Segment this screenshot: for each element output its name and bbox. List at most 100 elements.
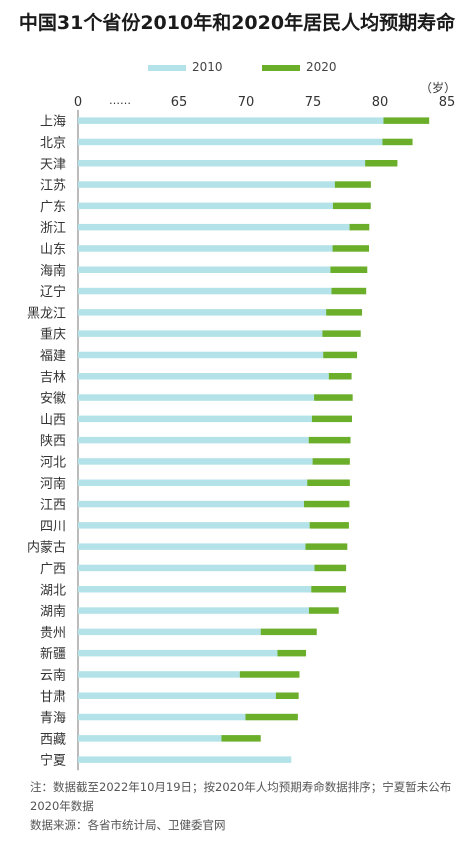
bar-2020 — [322, 330, 361, 337]
bar-2020 — [275, 692, 299, 699]
bar-2020 — [330, 266, 368, 273]
bar-2010 — [78, 586, 312, 593]
bar-2020 — [323, 351, 358, 359]
bar-2020 — [328, 373, 352, 380]
bar-2010 — [78, 373, 329, 380]
bar-2010 — [78, 351, 324, 359]
bar-2020 — [365, 160, 398, 167]
bar-2020 — [308, 607, 339, 614]
legend-label-2020: 2020 — [306, 60, 337, 74]
bar-2020 — [239, 671, 300, 678]
axis-break-label: …… — [109, 94, 131, 107]
category-label: 新疆 — [40, 646, 66, 662]
note-text: 注：数据截至2022年10月19日；按2020年人均预期寿命数据排序；宁夏暂未公… — [30, 780, 452, 813]
legend-item-2020: 2020 — [262, 60, 337, 74]
category-label: 吉林 — [40, 370, 66, 385]
bar-2010 — [78, 756, 292, 763]
category-label: 湖北 — [40, 583, 66, 598]
bar-2020 — [304, 500, 350, 508]
bar-2020 — [326, 309, 363, 316]
bar-2010 — [78, 309, 327, 316]
x-tick-label: 0 — [74, 95, 82, 110]
bar-2020 — [221, 735, 261, 742]
bar-2020 — [277, 649, 307, 657]
category-label: 内蒙古 — [27, 540, 66, 556]
bar-2010 — [78, 692, 276, 699]
bar-2020 — [307, 479, 350, 486]
category-label: 江苏 — [40, 178, 66, 194]
bar-2010 — [78, 138, 383, 146]
category-label: 陕西 — [40, 434, 66, 449]
bar-2010 — [78, 649, 278, 657]
category-label: 甘肃 — [40, 690, 66, 705]
bar-2020 — [260, 628, 317, 636]
unit-label: （岁） — [420, 80, 456, 95]
bar-2010 — [78, 245, 333, 252]
category-label: 安徽 — [40, 392, 66, 407]
bar-2010 — [78, 117, 384, 124]
bar-2010 — [78, 628, 261, 636]
bar-2010 — [78, 671, 240, 678]
bar-2010 — [78, 522, 310, 529]
category-label: 西藏 — [40, 732, 66, 747]
category-label: 海南 — [40, 263, 66, 279]
bar-2020 — [314, 394, 353, 401]
bar-2010 — [78, 564, 315, 572]
bar-2020 — [308, 436, 351, 444]
bar-2010 — [78, 415, 312, 423]
bar-2010 — [78, 735, 222, 742]
bar-2010 — [78, 266, 331, 273]
bar-2020 — [332, 245, 370, 252]
bar-chart: 0 65 70 75 80 85 …… （岁） 上海北京天津江苏广东浙江山东海南辽宁黑龙江重庆福… — [27, 80, 456, 771]
legend: 2010 2020 — [0, 60, 474, 80]
bar-2020 — [331, 287, 367, 295]
bar-2020 — [245, 713, 298, 721]
bar-2010 — [78, 160, 366, 167]
bar-2020 — [383, 117, 430, 124]
category-label: 山东 — [40, 242, 66, 257]
bar-2020 — [382, 138, 413, 146]
legend-swatch-2020 — [262, 64, 300, 71]
bar-2010 — [78, 479, 308, 486]
category-label: 重庆 — [40, 327, 66, 343]
category-label: 青海 — [40, 711, 66, 726]
category-label: 山西 — [40, 413, 66, 428]
bar-2010 — [78, 458, 313, 465]
bar-2020 — [305, 543, 348, 550]
category-label: 贵州 — [40, 626, 66, 641]
legend-label-2010: 2010 — [192, 60, 223, 74]
category-label: 宁夏 — [40, 753, 66, 769]
category-label: 四川 — [40, 519, 66, 534]
category-label: 河北 — [40, 455, 66, 470]
bar-2020 — [311, 586, 346, 593]
category-label: 天津 — [40, 157, 66, 172]
bar-2020 — [334, 181, 371, 188]
bar-2020 — [309, 522, 349, 529]
category-label: 福建 — [40, 349, 66, 364]
bar-2010 — [78, 202, 333, 210]
chart-title: 中国31个省份2010年和2020年居民人均预期寿命 — [18, 12, 456, 34]
source-text: 数据来源：各省市统计局、卫健委官网 — [30, 818, 226, 832]
notes: 注：数据截至2022年10月19日；按2020年人均预期寿命数据排序；宁夏暂未公… — [30, 778, 460, 835]
x-tick-label: 75 — [305, 95, 322, 110]
category-label: 上海 — [40, 115, 66, 130]
category-label: 广东 — [40, 200, 66, 215]
bar-2010 — [78, 543, 306, 550]
bar-2010 — [78, 181, 335, 188]
bar-2010 — [78, 713, 246, 721]
bar-2010 — [78, 223, 350, 231]
bar-2020 — [332, 202, 371, 210]
bar-2010 — [78, 330, 323, 337]
category-label: 江西 — [40, 498, 66, 513]
x-tick-label: 80 — [372, 95, 389, 110]
category-label: 黑龙江 — [27, 306, 66, 321]
bar-2010 — [78, 394, 315, 401]
bar-2020 — [314, 564, 347, 572]
category-label: 河南 — [40, 476, 66, 492]
x-tick-label: 70 — [238, 95, 255, 110]
category-label: 广西 — [40, 562, 66, 577]
bar-2010 — [78, 500, 305, 508]
bar-2020 — [312, 458, 350, 465]
category-label: 湖南 — [40, 604, 66, 620]
category-label: 辽宁 — [40, 284, 66, 300]
